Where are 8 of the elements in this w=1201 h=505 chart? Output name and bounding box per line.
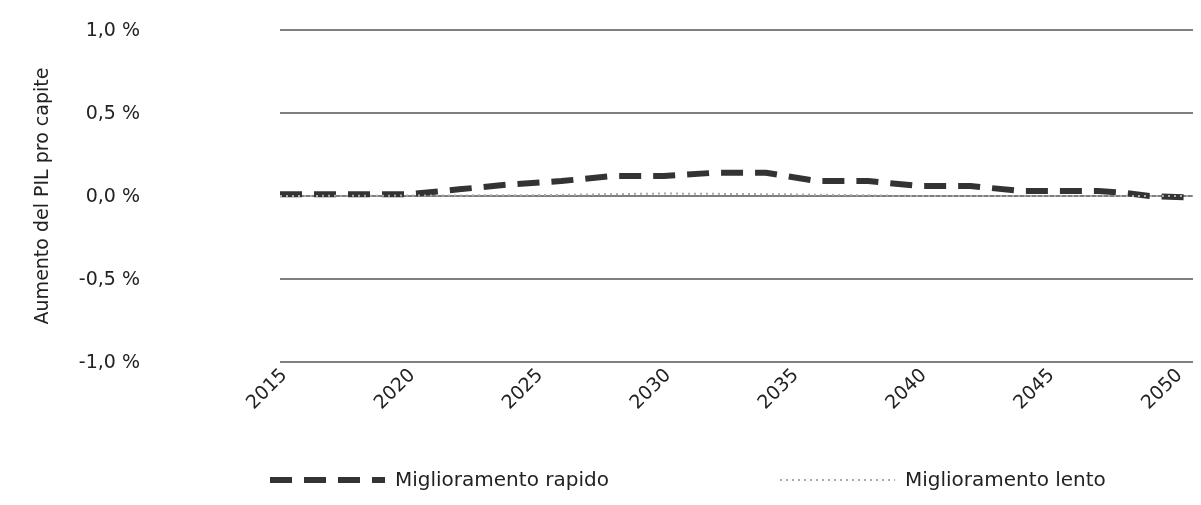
y-tick-label: 1,0 %	[85, 17, 140, 40]
y-tick-label: -0,5 %	[78, 266, 140, 289]
y-axis-title: Aumento del PIL pro capite	[30, 67, 52, 325]
y-tick-label: -1,0 %	[78, 349, 140, 372]
legend-label: Miglioramento rapido	[395, 466, 609, 491]
y-tick-label: 0,0 %	[85, 183, 140, 206]
y-tick-label: 0,5 %	[85, 100, 140, 123]
legend-label: Miglioramento lento	[905, 466, 1106, 491]
